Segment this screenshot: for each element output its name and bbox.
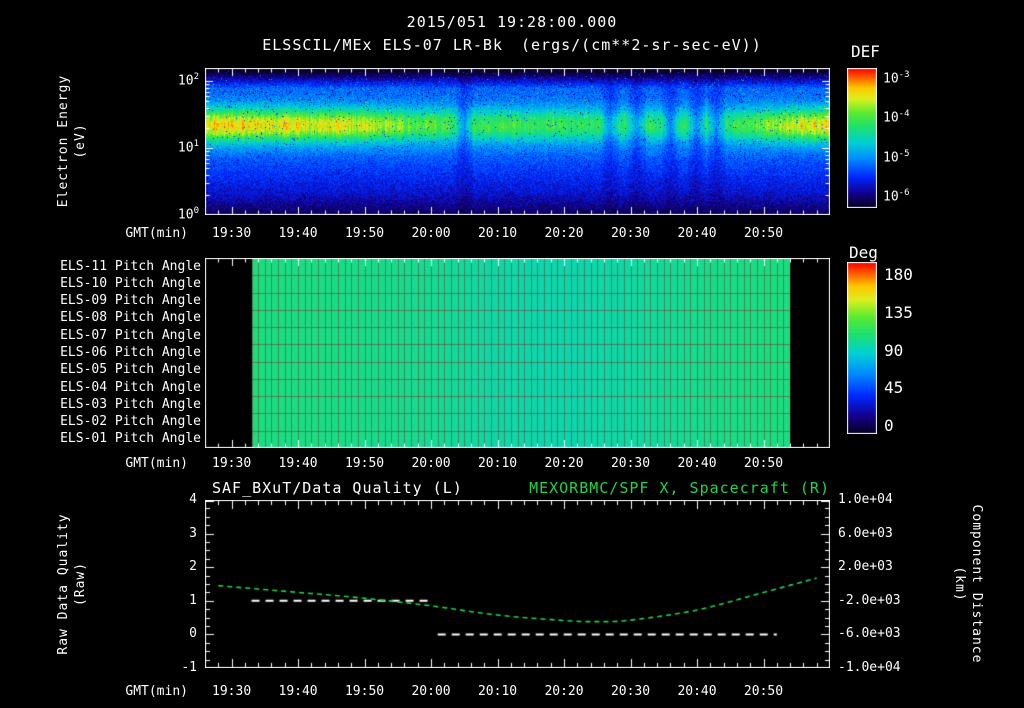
panel3-right-axis-title: Component Distance (km) bbox=[951, 464, 985, 704]
units-label: (ergs/(cm**2-sr-sec-eV)) bbox=[521, 36, 762, 54]
axis-title-line: Electron Energy bbox=[56, 74, 71, 208]
deg-colorbar-tick-label: 180 bbox=[884, 264, 913, 284]
pitch-row-label: ELS-04 Pitch Angle bbox=[60, 379, 201, 395]
axis-title-line: (Raw) bbox=[73, 561, 88, 607]
x-tick-label-panel2: 20:30 bbox=[610, 456, 651, 471]
panel1-y-axis-title: Electron Energy (eV) bbox=[55, 41, 89, 241]
x-tick-label-panel2: 20:50 bbox=[743, 456, 784, 471]
panel3-left-axis-title: Raw Data Quality (Raw) bbox=[55, 484, 89, 684]
instrument-label: ELSSCIL/MEx ELS-07 LR-Bk bbox=[262, 36, 503, 54]
pitch-row-label: ELS-06 Pitch Angle bbox=[60, 345, 201, 360]
deg-colorbar-tick-label: 45 bbox=[884, 378, 904, 398]
pitch-row-label: ELS-02 Pitch Angle bbox=[60, 414, 201, 430]
def-colorbar-tick-label: 10-6 bbox=[883, 187, 910, 205]
distance-tick-label: 6.0e+03 bbox=[838, 525, 893, 541]
axis-title-line: Raw Data Quality bbox=[56, 513, 71, 655]
quality-tick-label: 0 bbox=[189, 626, 197, 642]
x-tick-label-panel3: 20:00 bbox=[411, 684, 451, 699]
pitch-row-label: ELS-11 Pitch Angle bbox=[60, 258, 201, 274]
energy-tick-label: 101 bbox=[177, 139, 199, 156]
x-tick-label-panel1: 20:10 bbox=[477, 226, 518, 241]
quality-tick-label: 4 bbox=[189, 492, 197, 507]
x-tick-label-panel3: 19:40 bbox=[278, 684, 318, 699]
deg-colorbar-tick-label: 90 bbox=[884, 340, 904, 360]
x-tick-label-panel3: 20:10 bbox=[477, 684, 518, 699]
axis-title-line: (eV) bbox=[73, 123, 88, 159]
def-colorbar-tick-label: 10-4 bbox=[883, 109, 910, 126]
deg-colorbar-title: Deg bbox=[849, 243, 878, 262]
x-tick-label-panel3: 20:30 bbox=[610, 684, 651, 699]
pitch-row-label: ELS-08 Pitch Angle bbox=[60, 310, 201, 326]
electron-energy-spectrogram bbox=[205, 68, 830, 215]
x-tick-label-panel1: 19:50 bbox=[344, 226, 385, 241]
x-tick-label-panel3: 19:30 bbox=[212, 684, 252, 699]
deg-colorbar bbox=[847, 262, 877, 434]
panel3-right-series-title: MEXORBMC/SPF X, Spacecraft (R) bbox=[529, 479, 830, 497]
x-tick-label-panel2: 19:50 bbox=[344, 456, 385, 471]
x-tick-label-panel2: 20:40 bbox=[677, 456, 717, 471]
energy-tick-label: 102 bbox=[177, 72, 199, 89]
x-tick-label-panel2: 20:10 bbox=[477, 456, 518, 471]
axis-title-line: (km) bbox=[952, 566, 967, 602]
distance-tick-label: 1.0e+04 bbox=[838, 492, 893, 507]
plot-subtitle: ELSSCIL/MEx ELS-07 LR-Bk (ergs/(cm**2-sr-… bbox=[0, 36, 1024, 54]
quality-tick-label: 2 bbox=[189, 559, 197, 575]
quality-tick-label: -1 bbox=[181, 660, 197, 675]
def-colorbar-tick-label: 10-3 bbox=[883, 70, 910, 87]
x-tick-label-panel1: 20:50 bbox=[743, 226, 784, 241]
def-colorbar-tick-label: 10-5 bbox=[883, 148, 910, 165]
x-tick-label-panel1: 19:40 bbox=[278, 226, 318, 241]
x-tick-label-panel3: 19:50 bbox=[344, 684, 385, 699]
pitch-angle-heatmap bbox=[205, 258, 830, 448]
distance-tick-label: -6.0e+03 bbox=[838, 626, 901, 642]
quality-tick-label: 1 bbox=[189, 592, 197, 608]
axis-title-line: Component Distance bbox=[969, 504, 984, 664]
energy-tick-label: 100 bbox=[177, 206, 199, 223]
quality-tick-label: 3 bbox=[189, 525, 197, 541]
x-tick-label-panel2: 19:40 bbox=[278, 456, 318, 471]
pitch-row-label: ELS-09 Pitch Angle bbox=[60, 293, 201, 309]
deg-colorbar-tick-label: 0 bbox=[884, 416, 894, 436]
x-tick-label-panel3: 20:40 bbox=[677, 684, 717, 699]
pitch-row-label: ELS-03 Pitch Angle bbox=[60, 396, 201, 412]
panel1-x-axis-title: GMT(min) bbox=[125, 226, 188, 241]
distance-tick-label: 2.0e+03 bbox=[838, 559, 893, 575]
pitch-row-label: ELS-01 Pitch Angle bbox=[60, 431, 201, 447]
def-colorbar bbox=[847, 68, 877, 208]
distance-tick-label: -1.0e+04 bbox=[838, 660, 901, 675]
panel3-x-axis-title: GMT(min) bbox=[125, 684, 188, 699]
def-colorbar-title: DEF bbox=[851, 42, 880, 61]
x-tick-label-panel2: 20:20 bbox=[544, 456, 584, 471]
x-tick-label-panel3: 20:50 bbox=[743, 684, 784, 699]
deg-colorbar-tick-label: 135 bbox=[884, 302, 913, 322]
panel3-left-series-title: SAF_BXuT/Data Quality (L) bbox=[212, 479, 463, 497]
x-tick-label-panel2: 20:00 bbox=[411, 456, 451, 471]
x-tick-label-panel2: 19:30 bbox=[212, 456, 252, 471]
x-tick-label-panel3: 20:20 bbox=[544, 684, 584, 699]
x-tick-label-panel1: 19:30 bbox=[212, 226, 252, 241]
quality-distance-chart bbox=[205, 500, 830, 668]
x-tick-label-panel1: 20:40 bbox=[677, 226, 717, 241]
x-tick-label-panel1: 20:30 bbox=[610, 226, 651, 241]
panel2-x-axis-title: GMT(min) bbox=[125, 456, 188, 471]
pitch-row-label: ELS-05 Pitch Angle bbox=[60, 362, 201, 378]
pitch-row-label: ELS-10 Pitch Angle bbox=[60, 275, 201, 291]
distance-tick-label: -2.0e+03 bbox=[838, 592, 901, 608]
page-title: 2015/051 19:28:00.000 bbox=[406, 13, 618, 31]
x-tick-label-panel1: 20:00 bbox=[411, 226, 451, 241]
pitch-row-label: ELS-07 Pitch Angle bbox=[60, 327, 201, 343]
x-tick-label-panel1: 20:20 bbox=[544, 226, 584, 241]
